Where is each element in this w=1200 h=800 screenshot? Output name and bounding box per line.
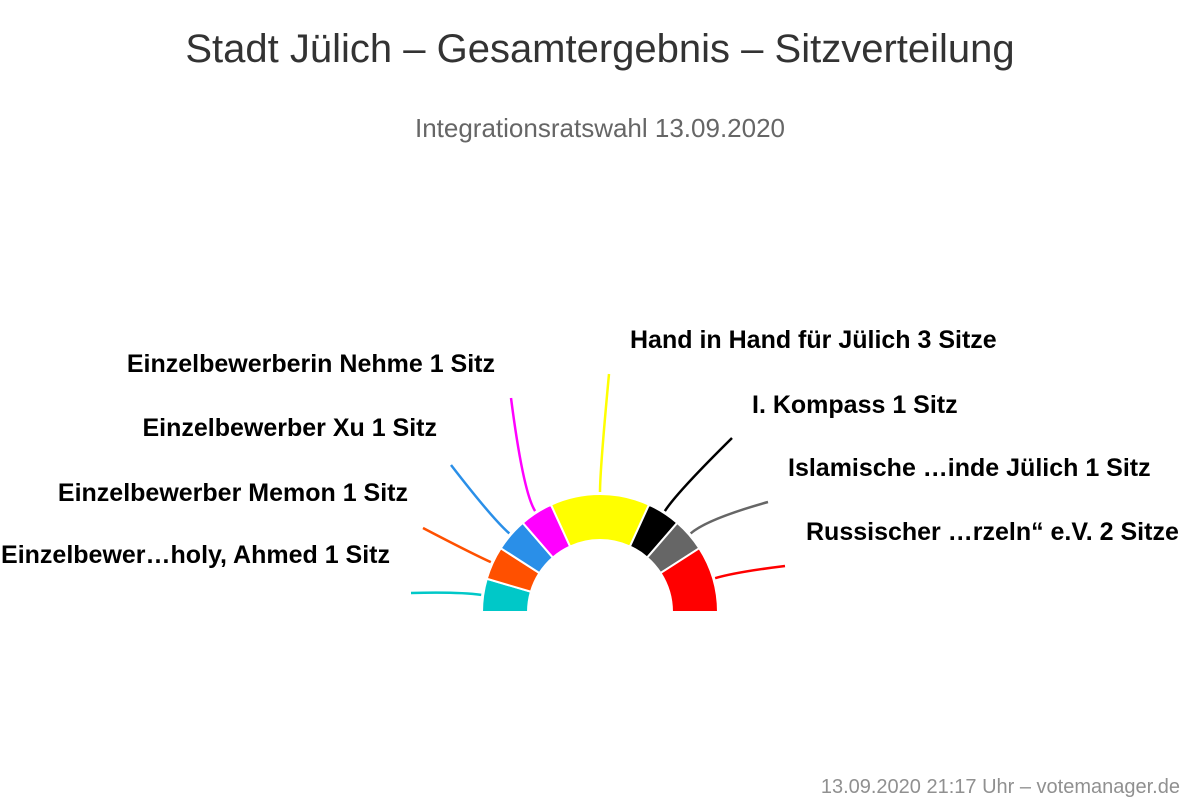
seat-arcs xyxy=(480,493,720,613)
connector-5 xyxy=(663,437,733,512)
connector-4 xyxy=(598,373,611,493)
chart-subtitle: Integrationsratswahl 13.09.2020 xyxy=(415,113,785,143)
connector-6 xyxy=(689,500,769,535)
label-connectors xyxy=(410,373,786,597)
credits[interactable]: 13.09.2020 21:17 Uhr – votemanager.de xyxy=(821,776,1180,798)
chart-title: Stadt Jülich – Gesamtergebnis – Sitzvert… xyxy=(185,27,1014,71)
seat-label-7: Russischer …rzeln“ e.V. 2 Sitze xyxy=(806,518,1179,546)
seat-labels: Einzelbewer…holy, Ahmed 1 Sitz Einzelbewe… xyxy=(1,326,1179,569)
seat-label-1: Einzelbewerber Memon 1 Sitz xyxy=(58,479,408,507)
seat-label-0: Einzelbewer…holy, Ahmed 1 Sitz xyxy=(1,541,390,569)
seat-label-4: Hand in Hand für Jülich 3 Sitze xyxy=(630,326,997,354)
connector-3 xyxy=(509,397,537,512)
connector-0 xyxy=(410,591,482,597)
connector-1 xyxy=(422,526,492,564)
seat-label-5: I. Kompass 1 Sitz xyxy=(752,391,958,419)
connector-7 xyxy=(714,564,786,580)
seat-label-3: Einzelbewerberin Nehme 1 Sitz xyxy=(127,350,495,378)
seat-arc-7[interactable] xyxy=(659,546,720,613)
seat-label-2: Einzelbewerber Xu 1 Sitz xyxy=(142,414,437,442)
seat-label-6: Islamische …inde Jülich 1 Sitz xyxy=(788,454,1151,482)
connector-2 xyxy=(450,464,511,535)
